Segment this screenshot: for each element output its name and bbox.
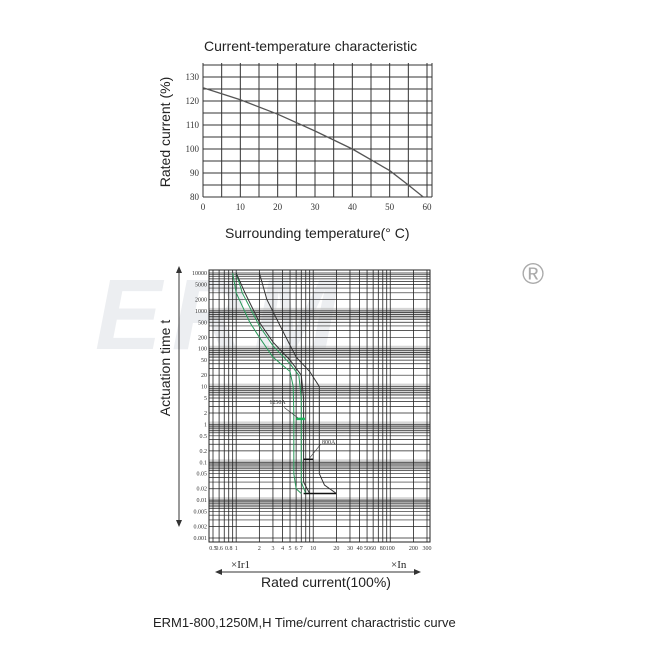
- x-tick-label: 20: [273, 202, 283, 212]
- y-tick-label: 2: [204, 411, 207, 417]
- annotation-1250a: 1250A: [269, 400, 286, 406]
- y-tick-label: 1: [204, 422, 207, 428]
- registered-mark: ®: [522, 258, 545, 291]
- x-tick-label: 0.8: [225, 546, 233, 552]
- series-line: [202, 87, 424, 198]
- plot-frame: [208, 269, 431, 543]
- annotation-800a: 800A: [322, 440, 336, 446]
- bottom-chart-xlabel: Rated current(100%): [261, 574, 391, 590]
- arrow-head: [176, 266, 182, 273]
- y-tick-label: 10: [201, 385, 207, 391]
- y-tick-label: 0.02: [197, 487, 208, 493]
- y-tick-label: 0.5: [200, 434, 208, 440]
- x-tick-label: 1: [235, 546, 238, 552]
- x-tick-label: 300: [423, 546, 432, 552]
- y-tick-label: 5000: [195, 282, 207, 288]
- y-tick-label: 2000: [195, 297, 207, 303]
- x-tick-label: 2: [258, 546, 261, 552]
- grid-band: [209, 307, 430, 320]
- y-tick-label: 50: [201, 358, 207, 364]
- x-tick-label: 60: [370, 546, 376, 552]
- x-tick-label: 0: [201, 202, 206, 212]
- x-tick-label: 50: [364, 546, 370, 552]
- y-tick-label: 0.01: [197, 498, 208, 504]
- x-tick-label: 200: [409, 546, 418, 552]
- x-tick-label: 100: [386, 546, 395, 552]
- x-tick-label: 3: [271, 546, 274, 552]
- series-line: [235, 272, 311, 494]
- x-tick-label: 7: [300, 546, 303, 552]
- x-tick-label: 10: [236, 202, 246, 212]
- y-tick-label: 0.005: [194, 510, 208, 516]
- x-tick-label: 30: [347, 546, 353, 552]
- x-tick-label: 80: [380, 546, 386, 552]
- y-tick-label: 0.1: [200, 460, 208, 466]
- y-tick-label: 90: [190, 168, 200, 178]
- y-tick-label: 80: [190, 192, 200, 202]
- x-tick-label: 30: [311, 202, 321, 212]
- series-line: [232, 272, 302, 494]
- arrow-head: [215, 569, 222, 575]
- y-tick-label: 0.001: [194, 536, 208, 542]
- y-tick-label: 10000: [192, 271, 207, 277]
- y-tick-label: 0.002: [194, 525, 208, 531]
- bottom-chart-title: ERM1-800,1250M,H Time/current charactris…: [153, 615, 456, 630]
- x-tick-label: 20: [333, 546, 339, 552]
- y-tick-label: 110: [186, 120, 200, 130]
- grid-band: [209, 497, 430, 510]
- y-tick-label: 500: [198, 320, 207, 326]
- annotation-leader: [309, 444, 321, 459]
- x-tick-label: 50: [385, 202, 395, 212]
- x-left-label: ×Ir1: [231, 559, 251, 571]
- x-tick-label: 10: [310, 546, 316, 552]
- x-tick-label: 40: [348, 202, 358, 212]
- top-chart-xlabel: Surrounding temperature(° C): [225, 225, 410, 241]
- y-tick-label: 100: [198, 347, 207, 353]
- x-tick-label: 40: [357, 546, 363, 552]
- y-tick-label: 5: [204, 396, 207, 402]
- top-chart-title: Current-temperature characteristic: [204, 38, 418, 54]
- y-tick-label: 120: [186, 96, 200, 106]
- x-tick-label: 0.6: [215, 546, 223, 552]
- y-tick-label: 0.2: [200, 449, 208, 455]
- x-tick-label: 6: [295, 546, 298, 552]
- x-tick-label: 0.5: [209, 546, 217, 552]
- y-tick-label: 200: [198, 335, 207, 341]
- y-tick-label: 0.05: [197, 472, 208, 478]
- y-tick-label: 1000: [195, 309, 207, 315]
- x-tick-label: 5: [289, 546, 292, 552]
- annotation-leader: [284, 407, 298, 419]
- x-right-label: ×In: [391, 559, 407, 571]
- series-line: [258, 272, 337, 494]
- y-tick-label: 20: [201, 373, 207, 379]
- series-line: [235, 272, 307, 494]
- y-tick-label: 100: [186, 144, 200, 154]
- x-tick-label: 60: [423, 202, 433, 212]
- x-tick-label: 4: [281, 546, 284, 552]
- grid-band: [209, 345, 430, 358]
- arrow-head: [176, 520, 182, 527]
- arrow-head: [414, 569, 421, 575]
- y-tick-label: 130: [186, 72, 200, 82]
